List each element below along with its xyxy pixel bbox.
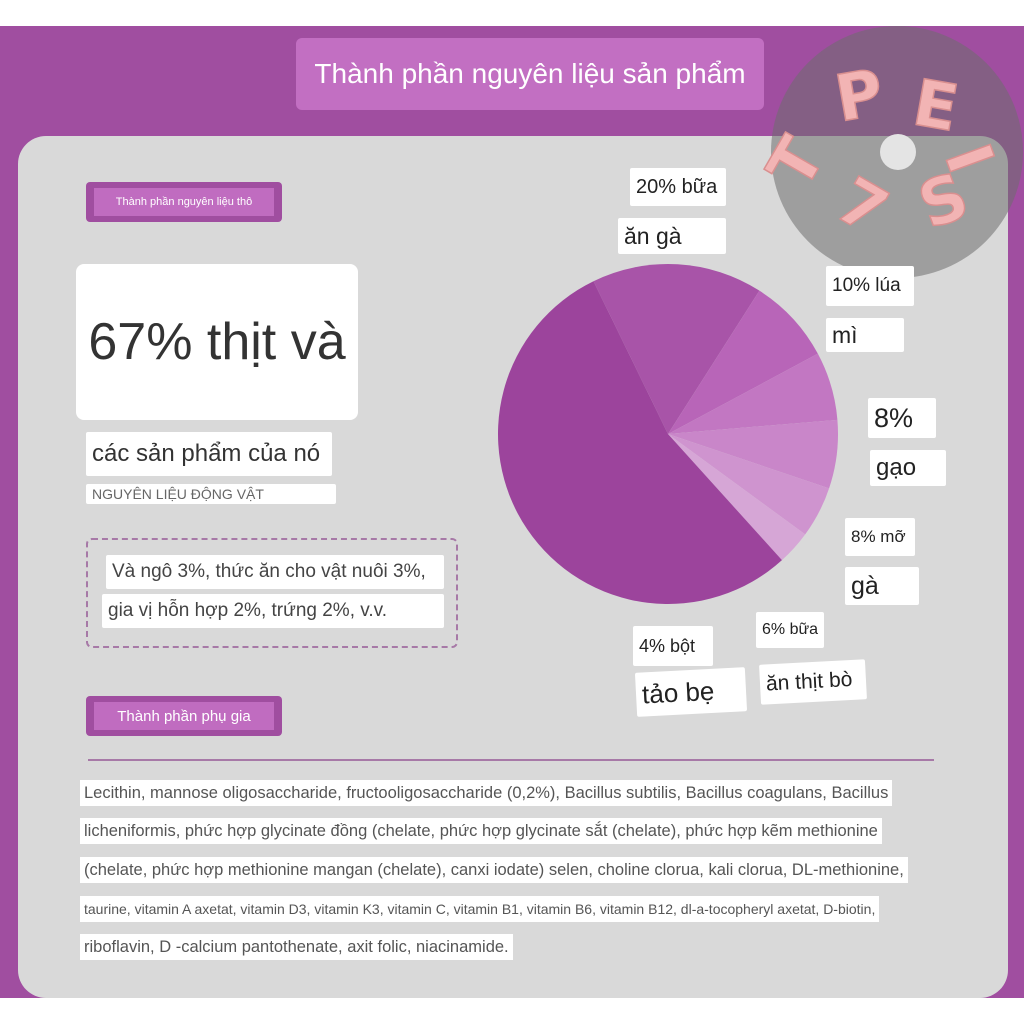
additive-tag-text: Thành phần phụ gia — [94, 702, 274, 730]
slice-label: gạo — [870, 450, 946, 486]
headline: 67% thịt và — [76, 264, 358, 420]
pie-slice — [668, 434, 806, 561]
additive-line: Lecithin, mannose oligosaccharide, fruct… — [80, 780, 893, 806]
slice-label: 20% bữa — [630, 168, 726, 206]
slice-label: 10% lúa — [826, 266, 914, 306]
slice-label: gà — [845, 567, 919, 605]
pie-slice — [668, 353, 838, 434]
slice-label: 8% mỡ — [845, 518, 915, 556]
additive-line: licheniformis, phức hợp glycinate đồng (… — [80, 818, 882, 844]
raw-tag: Thành phần nguyên liệu thô — [86, 182, 282, 222]
additive-line: (chelate, phức hợp methionine mangan (ch… — [80, 857, 908, 883]
note-line: Và ngô 3%, thức ăn cho vật nuôi 3%, — [106, 555, 444, 589]
subtitle: NGUYÊN LIỆU ĐỘNG VẬT — [86, 484, 336, 504]
raw-tag-text: Thành phần nguyên liệu thô — [94, 188, 274, 216]
pie-slice — [668, 434, 830, 535]
pie-slice — [498, 281, 782, 604]
pie-slice — [668, 419, 838, 489]
title: Thành phần nguyên liệu sản phẩm — [296, 38, 764, 110]
additive-line: riboflavin, D -calcium pantothenate, axi… — [80, 934, 513, 960]
slice-label: 8% — [868, 398, 936, 438]
slice-label: ăn thịt bò — [759, 659, 867, 705]
slice-label: ăn gà — [618, 218, 726, 254]
slice-label: mì — [826, 318, 904, 352]
watermark-dot — [880, 134, 916, 170]
slice-label: tảo bẹ — [634, 667, 748, 717]
pie-slice — [593, 264, 760, 434]
additive-line: taurine, vitamin A axetat, vitamin D3, v… — [80, 896, 880, 922]
divider — [88, 759, 934, 761]
headline-cont: các sản phẩm của nó — [86, 432, 332, 476]
slice-label: 4% bột — [633, 626, 713, 666]
additive-tag: Thành phần phụ gia — [86, 696, 282, 736]
pie-slice — [668, 290, 818, 434]
note-frame — [86, 538, 458, 648]
slice-label: 6% bữa — [756, 612, 824, 648]
note-line: gia vị hỗn hợp 2%, trứng 2%, v.v. — [102, 594, 444, 628]
